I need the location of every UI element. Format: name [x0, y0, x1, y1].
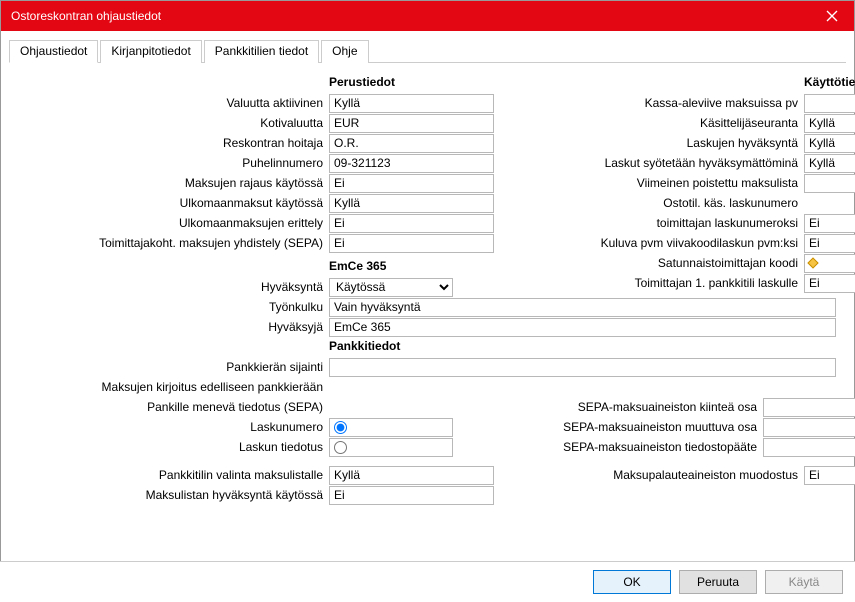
label-ulkomaanmaksujen-erittely: Ulkomaanmaksujen erittely [19, 216, 329, 230]
label-viimeinen-poistettu: Viimeinen poistettu maksulista [514, 176, 804, 190]
right-column: Käyttötiedot Kassa-aleviive maksuissa pv… [514, 73, 855, 297]
label-toimittajan-laskunumeroksi: toimittajan laskunumeroksi [514, 216, 804, 230]
field-kuluva-pvm[interactable] [804, 234, 855, 253]
field-ulkomaanmaksujen-erittely[interactable] [329, 214, 494, 233]
ok-button[interactable]: OK [593, 570, 671, 594]
label-maksujen-kirjoitus: Maksujen kirjoitus edelliseen pankkierää… [19, 380, 329, 394]
tab-pankkitilien-tiedot[interactable]: Pankkitilien tiedot [204, 40, 319, 63]
label-pankille-meneva: Pankille menevä tiedotus (SEPA) [19, 400, 329, 414]
label-ulkomaanmaksut: Ulkomaanmaksut käytössä [19, 196, 329, 210]
label-ostotil-kas: Ostotil. käs. laskunumero [514, 196, 804, 210]
field-pankkitilin-valinta[interactable] [329, 466, 494, 485]
field-satunnaistoimittajan-koodi[interactable] [804, 254, 855, 273]
field-toimittajakoht-sepa[interactable] [329, 234, 494, 253]
field-laskut-hyvaksymattomina[interactable] [804, 154, 855, 173]
field-maksujen-rajaus[interactable] [329, 174, 494, 193]
field-pankkieran-sijainti[interactable] [329, 358, 836, 377]
label-pankkieran-sijainti: Pankkierän sijainti [19, 360, 329, 374]
content-area: Perustiedot Valuutta aktiivinen Kotivalu… [1, 63, 854, 553]
select-hyvaksynta[interactable]: Käytössä [329, 278, 453, 297]
label-sepa-tiedostopaate: SEPA-maksuaineiston tiedostopääte [473, 440, 763, 454]
label-toimittajakoht-sepa: Toimittajakoht. maksujen yhdistely (SEPA… [19, 236, 329, 250]
label-sepa-kiintea: SEPA-maksuaineiston kiinteä osa [473, 400, 763, 414]
field-kasittelijaseuranta[interactable] [804, 114, 855, 133]
field-kotivaluutta[interactable] [329, 114, 494, 133]
window-title: Ostoreskontran ohjaustiedot [11, 9, 161, 23]
close-icon [826, 10, 838, 22]
label-laskujen-hyvaksynta: Laskujen hyväksyntä [514, 136, 804, 150]
radio-laskunumero[interactable] [329, 418, 453, 437]
label-kuluva-pvm: Kuluva pvm viivakoodilaskun pvm:ksi [514, 236, 804, 250]
field-toimittajan-laskunumeroksi[interactable] [804, 214, 855, 233]
titlebar: Ostoreskontran ohjaustiedot [1, 1, 854, 31]
field-sepa-kiintea[interactable] [763, 398, 855, 417]
label-tyonkulku: Työnkulku [19, 300, 329, 314]
tab-bar: Ohjaustiedot Kirjanpitotiedot Pankkitili… [9, 39, 846, 63]
radio-laskun-tiedotus-input[interactable] [334, 441, 347, 454]
field-sepa-muuttuva[interactable] [763, 418, 855, 437]
tab-ohjaustiedot[interactable]: Ohjaustiedot [9, 40, 98, 63]
left-column: Perustiedot Valuutta aktiivinen Kotivalu… [19, 73, 494, 297]
label-maksupalaute: Maksupalauteaineiston muodostus [514, 468, 804, 482]
label-laskut-hyvaksymattomina: Laskut syötetään hyväksymättöminä [514, 156, 804, 170]
cancel-button[interactable]: Peruuta [679, 570, 757, 594]
label-kasittelijaseuranta: Käsittelijäseuranta [514, 116, 804, 130]
field-puhelinnumero[interactable] [329, 154, 494, 173]
field-sepa-tiedostopaate[interactable] [763, 438, 855, 457]
label-hyvaksyja: Hyväksyjä [19, 320, 329, 334]
radio-laskunumero-input[interactable] [334, 421, 347, 434]
field-laskujen-hyvaksynta[interactable] [804, 134, 855, 153]
field-tyonkulku[interactable] [329, 298, 836, 317]
field-maksulistan-hyvaksynta[interactable] [329, 486, 494, 505]
label-hyvaksynta: Hyväksyntä [19, 280, 329, 294]
label-valuutta-aktiivinen: Valuutta aktiivinen [19, 96, 329, 110]
footer: OK Peruuta Käytä [0, 561, 855, 602]
label-sepa-muuttuva: SEPA-maksuaineiston muuttuva osa [473, 420, 763, 434]
field-viimeinen-poistettu[interactable] [804, 174, 855, 193]
label-laskunumero: Laskunumero [19, 420, 329, 434]
label-satunnaistoimittajan-koodi: Satunnaistoimittajan koodi [514, 256, 804, 270]
label-kotivaluutta: Kotivaluutta [19, 116, 329, 130]
radio-laskun-tiedotus[interactable] [329, 438, 453, 457]
field-valuutta-aktiivinen[interactable] [329, 94, 494, 113]
field-kassa-ale[interactable] [804, 94, 855, 113]
label-pankkitilin-valinta: Pankkitilin valinta maksulistalle [19, 468, 329, 482]
label-laskun-tiedotus: Laskun tiedotus [19, 440, 329, 454]
label-reskontran-hoitaja: Reskontran hoitaja [19, 136, 329, 150]
section-pankkitiedot: Pankkitiedot [329, 339, 836, 353]
label-toimittajan-1-pankki: Toimittajan 1. pankkitili laskulle [514, 276, 804, 290]
field-reskontran-hoitaja[interactable] [329, 134, 494, 153]
field-ulkomaanmaksut[interactable] [329, 194, 494, 213]
section-kayttotiedot: Käyttötiedot [804, 75, 855, 89]
label-puhelinnumero: Puhelinnumero [19, 156, 329, 170]
close-button[interactable] [809, 1, 854, 31]
apply-button[interactable]: Käytä [765, 570, 843, 594]
tab-ohje[interactable]: Ohje [321, 40, 368, 63]
label-maksujen-rajaus: Maksujen rajaus käytössä [19, 176, 329, 190]
warning-icon [807, 257, 818, 268]
field-hyvaksyja[interactable] [329, 318, 836, 337]
label-kassa-ale: Kassa-aleviive maksuissa pv [514, 96, 804, 110]
label-maksulistan-hyvaksynta: Maksulistan hyväksyntä käytössä [19, 488, 329, 502]
section-perustiedot: Perustiedot [329, 75, 494, 89]
tab-kirjanpitotiedot[interactable]: Kirjanpitotiedot [100, 40, 201, 63]
section-emce365: EmCe 365 [329, 259, 494, 273]
field-maksupalaute[interactable] [804, 466, 855, 485]
field-toimittajan-1-pankki[interactable] [804, 274, 855, 293]
